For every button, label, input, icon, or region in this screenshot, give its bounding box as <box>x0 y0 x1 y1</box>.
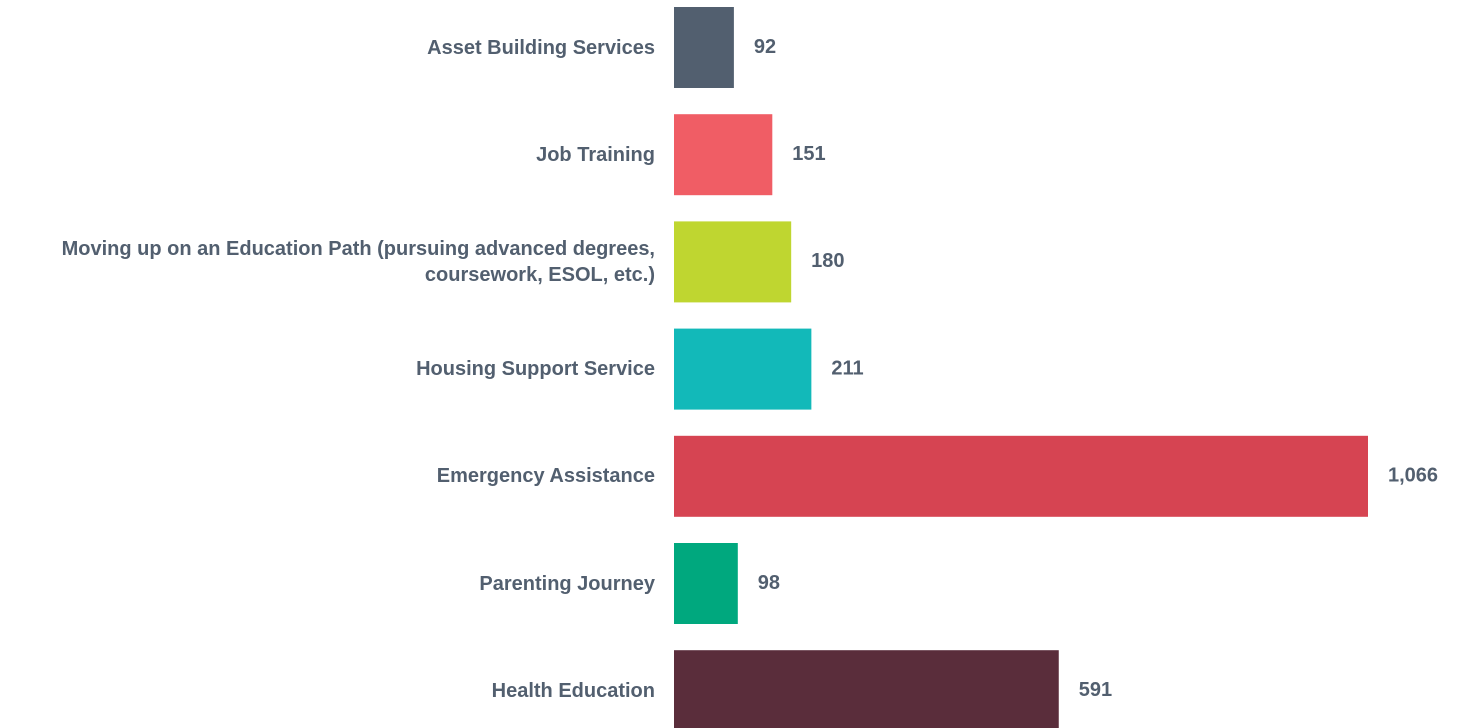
value-label: 92 <box>754 36 776 58</box>
bar <box>674 114 773 196</box>
category-label: Asset Building Services <box>427 36 655 59</box>
value-label: 151 <box>792 143 825 165</box>
value-label: 98 <box>758 572 780 594</box>
category-label: Emergency Assistance <box>436 465 655 488</box>
category-label: Job Training <box>536 143 655 166</box>
value-label: 591 <box>1079 679 1112 701</box>
value-label: 211 <box>831 357 863 379</box>
value-label: 1,066 <box>1388 465 1438 487</box>
bar <box>674 435 1368 517</box>
bar <box>674 650 1059 728</box>
bar <box>674 221 792 303</box>
category-label: Moving up on an Education Path (pursuing… <box>61 237 655 286</box>
bar <box>674 328 812 410</box>
category-label: Health Education <box>491 679 655 702</box>
bar <box>674 543 738 624</box>
category-label: Parenting Journey <box>479 572 655 595</box>
category-label: Housing Support Service <box>416 358 655 381</box>
bar <box>674 7 734 88</box>
value-label: 180 <box>811 250 844 272</box>
